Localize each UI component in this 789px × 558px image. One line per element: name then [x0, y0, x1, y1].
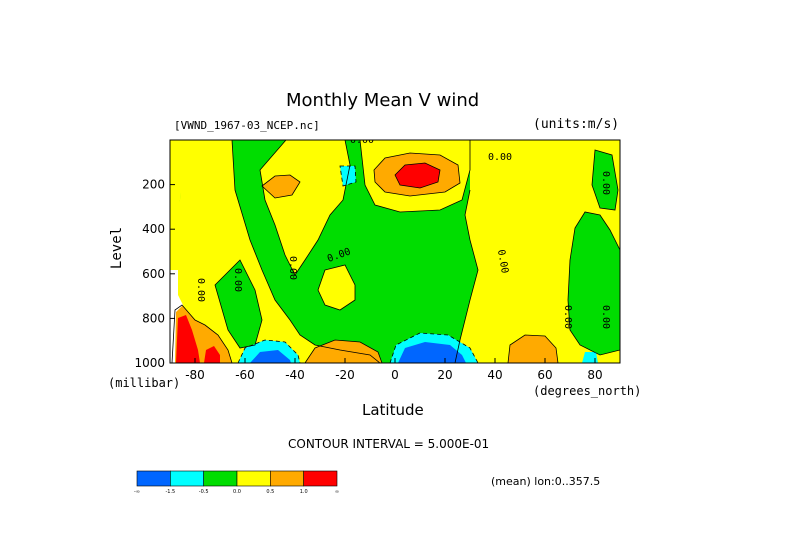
region-red-upper-core: [395, 163, 440, 188]
contour-label: 0.00: [562, 305, 573, 329]
colorbar: -∞ -1.5 -0.5 0.0 0.5 1.0 ∞: [134, 470, 339, 495]
region-yellow-sh-polar: [170, 140, 184, 230]
x-tick-label: 60: [537, 368, 552, 382]
contour-label: 0.00: [195, 278, 206, 302]
x-tick-label: -60: [235, 368, 255, 382]
x-tick-label: 80: [587, 368, 602, 382]
region-orange-sh-upper: [262, 175, 300, 198]
contour-line: [261, 174, 301, 199]
contour-line: [373, 152, 461, 197]
contour-line: [507, 334, 559, 363]
x-tick-label: 40: [487, 368, 502, 382]
colorbar-swatch: [303, 470, 338, 487]
mean-longitude-label: (mean) lon:0..357.5: [491, 475, 601, 488]
region-yellow-nh: [455, 140, 620, 363]
x-tick-label: 0: [391, 368, 399, 382]
contour-line: [259, 140, 351, 276]
region-yellow-sh-mid: [260, 140, 350, 275]
contour-line: [317, 264, 356, 311]
contour-line: [454, 189, 479, 363]
contour-label: 0.00: [600, 171, 611, 195]
chart-title: Monthly Mean V wind: [286, 90, 480, 111]
y-tick-label: 800: [142, 311, 165, 325]
x-tick-label: -20: [335, 368, 355, 382]
colorbar-swatch: [170, 470, 204, 487]
contour-line: [359, 140, 471, 213]
y-tick-label: 400: [142, 222, 165, 236]
region-yellow-tropics-lower: [318, 265, 355, 310]
dataset-label: [VWND_1967-03_NCEP.nc]: [174, 119, 320, 132]
region-cyan-nh-surface: [582, 352, 598, 363]
contour-line: [171, 304, 233, 363]
units-label: (units:m/s): [533, 117, 620, 132]
contour-label: 0.00: [232, 268, 243, 292]
contour-interval-label: CONTOUR INTERVAL = 5.000E-01: [288, 437, 490, 451]
region-orange-sh-surface: [305, 340, 382, 363]
y-tick-label: 600: [142, 267, 165, 281]
contour-line: [304, 339, 383, 363]
contour-line: [214, 259, 263, 349]
contour-label: 0.00: [287, 256, 298, 280]
contour-label: 0.00: [488, 152, 512, 163]
colorbar-swatch: [203, 470, 238, 487]
x-axis-label: Latitude: [362, 401, 424, 419]
region-red-polar-surface-a: [176, 315, 200, 363]
contour-line: [591, 149, 619, 211]
contour-label: 0.00: [495, 249, 510, 275]
y-tick-label: 1000: [134, 356, 165, 370]
contour-line: [567, 211, 620, 356]
x-tick-label: -80: [185, 368, 205, 382]
colorbar-swatch: [236, 470, 271, 487]
contour-line-dashed: [389, 332, 479, 363]
region-green-sh-lower: [215, 260, 262, 348]
colorbar-label: ∞: [335, 489, 339, 495]
colorbar-label: -1.5: [165, 489, 175, 495]
contour-fields: 0.000.000.000.00 0.000.00 0.000.000.00 0.00: [170, 135, 620, 363]
y-axis-ticks: 200 400 600 800 1000: [134, 178, 175, 370]
region-green-nh-cell: [592, 150, 618, 210]
x-axis-ticks: -80 -60 -40 -20 0 20 40 60 80: [185, 358, 603, 382]
colorbar-label: 1.0: [300, 489, 308, 495]
x-axis-unit: (degrees_north): [533, 384, 642, 398]
region-orange-nh-surface: [508, 335, 558, 363]
colorbar-swatch: [136, 470, 171, 487]
colorbar-label: -∞: [134, 489, 140, 495]
contour-line-dashed: [237, 339, 301, 363]
colorbar-label: 0.0: [233, 489, 241, 495]
region-red-polar-surface-b: [204, 346, 220, 363]
contour-lines: [171, 140, 620, 363]
y-axis-unit: (millibar): [108, 376, 181, 390]
colorbar-label: 0.5: [266, 489, 274, 495]
x-tick-label: 20: [437, 368, 452, 382]
region-blue-sh-core: [250, 350, 291, 363]
contour-line-dashed: [339, 165, 357, 187]
colorbar-swatch: [270, 470, 304, 487]
colorbar-label: -0.5: [199, 489, 209, 495]
region-blue-eq-core: [398, 342, 466, 363]
contour-label: 0.00: [600, 305, 611, 329]
contour-line: [182, 140, 381, 363]
y-tick-label: 200: [142, 178, 165, 192]
contour-label: 0.00: [350, 135, 374, 146]
contour-line: [394, 162, 441, 189]
x-tick-label: -40: [285, 368, 305, 382]
